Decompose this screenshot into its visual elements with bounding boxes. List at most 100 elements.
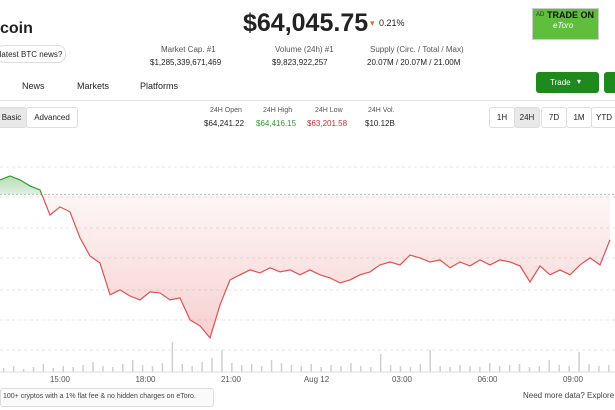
volume-bar [241,365,243,372]
more-link[interactable]: Need more data? Explore [523,391,615,400]
volume-bar [250,364,253,372]
range-button[interactable]: 7D [541,107,567,128]
volume-bar [92,362,94,372]
volume-bar [588,364,590,372]
volume-bar [102,366,104,372]
volume-bar [538,366,541,372]
volume-bar [459,365,461,372]
volume-bar [449,367,451,372]
x-tick-label: 06:00 [477,375,498,384]
volume-bar [201,362,203,372]
stat-label: Supply (Circ. / Total / Max) [370,45,464,54]
trade-button[interactable]: Trade ▾ [536,72,599,93]
stat-label: Market Cap. #1 [161,45,216,54]
volume-bar [211,358,213,372]
ad-box[interactable]: AD TRADE ON eToro [532,8,599,40]
volume-bar [598,366,600,372]
day-stat-value: $64,416.15 [256,119,297,128]
volume-bar [82,365,84,372]
volume-bar [141,365,144,372]
volume-bar [379,354,382,372]
promo-text: 100+ cryptos with a 1% flat fee & no hid… [3,393,196,400]
price: $64,045.75 [243,9,369,37]
stat-value: 20.07M / 20.07M / 21.00M [367,58,461,67]
volume-bar [489,363,491,372]
news-button[interactable]: latest BTC news? [0,45,66,63]
volume-bar [350,363,352,372]
x-tick-label: 21:00 [221,375,242,384]
volume-bar [131,360,134,372]
volume-bar [221,350,223,372]
x-tick-label: 09:00 [563,375,584,384]
volume-bar [280,363,283,372]
volume-bar [62,366,64,372]
volume-bar [310,364,312,372]
volume-bar [429,350,432,372]
day-stat-value: $64,241.22 [204,119,245,128]
trade-arrow: ▾ [577,77,582,86]
day-stat-value: $63,201.58 [307,119,348,128]
volume-bar [290,365,293,372]
volume-bar [558,365,560,372]
volume-bar [171,342,174,372]
volume-bar [52,368,55,372]
day-stat-label: 24H Low [315,107,343,114]
range-button[interactable]: 24H [514,107,540,128]
change-arrow: ▾ [370,18,375,28]
volume-bar [419,364,422,372]
day-stat-value: $10.12B [365,119,395,128]
day-stat-label: 24H Open [210,107,242,114]
volume-bar [161,363,164,372]
range-button[interactable]: YTD [591,107,615,128]
volume-bar [360,366,362,372]
volume-bar [122,364,124,372]
trade-label: Trade [550,78,571,87]
day-stat-label: 24H High [263,107,293,114]
range-button[interactable]: 1H [489,107,515,128]
volume-bar [42,364,45,372]
volume-bar [568,366,570,372]
volume-bar [548,360,551,372]
volume-bar [32,367,35,372]
tab[interactable]: News [22,81,45,91]
volume-bar [330,365,332,372]
volume-bar [191,366,193,372]
volume-bar [439,366,441,372]
volume-bar [479,367,481,372]
price-area [0,176,610,338]
volume-bar [12,366,15,372]
toggle[interactable]: Advanced [26,107,78,128]
volume-bar [112,367,114,372]
day-stat-label: 24H Vol. [368,107,395,114]
range-button[interactable]: 1M [566,107,592,128]
volume-bar [369,367,372,372]
stat-value: $1,285,339,671,469 [150,58,222,67]
volume-bar [518,364,521,372]
tab[interactable]: Markets [77,81,110,91]
volume-bar [151,366,154,372]
volume-bar [72,367,74,372]
x-tick-label: 15:00 [50,375,71,384]
volume-bar [508,365,511,372]
stat-label: Volume (24h) #1 [275,45,334,54]
coin-name: coin [0,20,33,37]
promo-bar[interactable]: 100+ cryptos with a 1% flat fee & no hid… [0,388,214,407]
volume-bar [270,360,273,372]
volume-bar [22,369,25,372]
volume-bar [181,364,184,372]
volume-bar [2,368,5,372]
secondary-button[interactable] [604,72,615,93]
volume-bar [340,366,342,372]
volume-bar [528,367,531,372]
x-tick-label: 03:00 [392,375,413,384]
ad-line1: TRADE ON [547,10,594,20]
tab[interactable]: Platforms [140,81,179,91]
volume-bar [399,366,402,372]
volume-bar [578,352,580,372]
divider [0,100,615,101]
stat-value: $9,823,922,257 [272,58,328,67]
ad-line2: eToro [553,21,574,30]
ad-label: AD [536,12,545,18]
